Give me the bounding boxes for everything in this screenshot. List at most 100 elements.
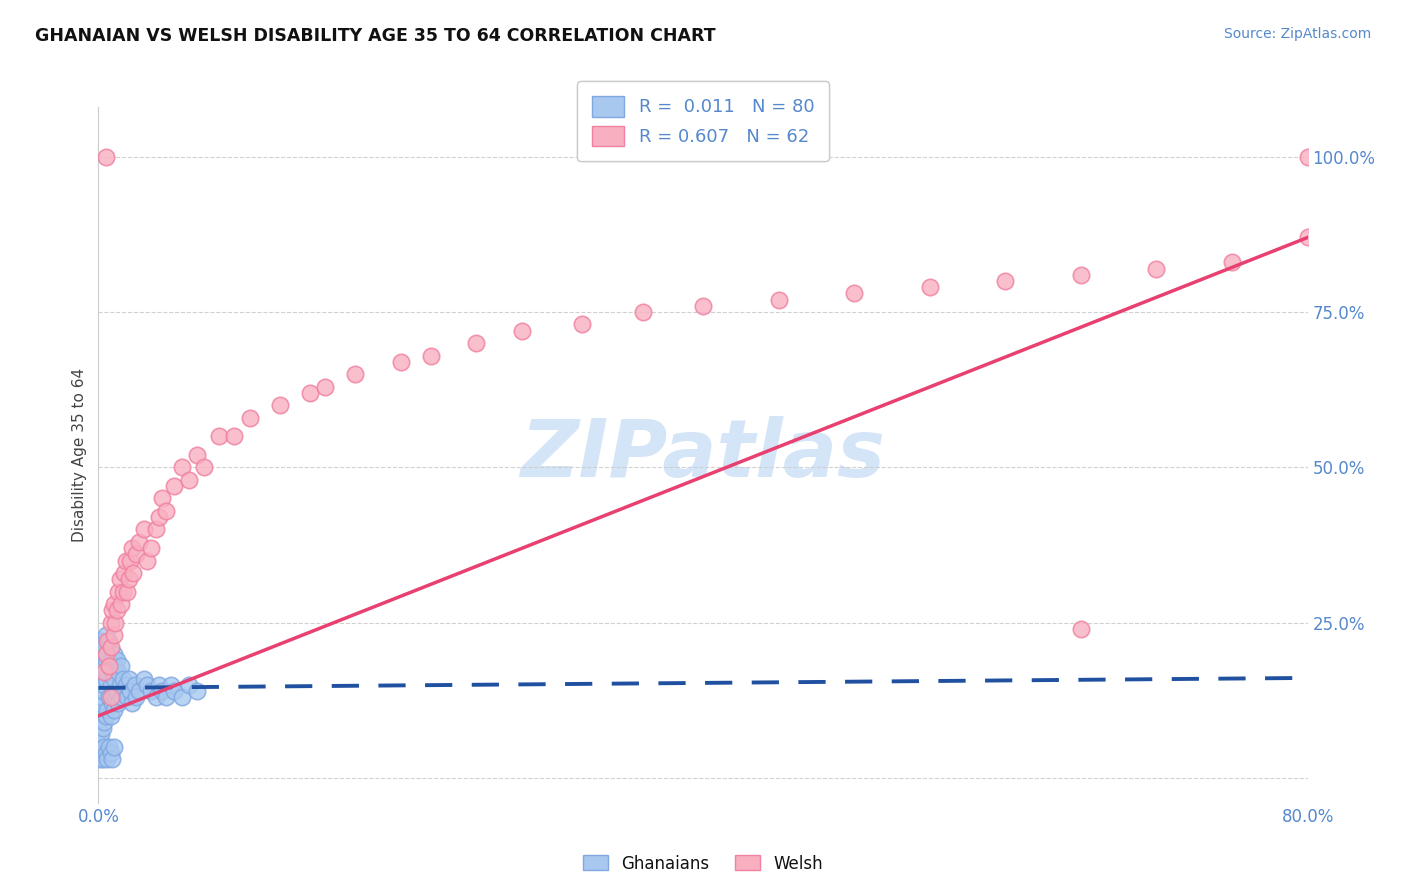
Point — [94, 672, 117, 686]
Point — [101, 697, 124, 711]
Point — [145, 523, 167, 537]
Point — [100, 690, 122, 705]
Point — [94, 653, 117, 667]
Point — [121, 541, 143, 555]
Point — [1144, 261, 1167, 276]
Point — [105, 684, 128, 698]
Point — [101, 603, 124, 617]
Point — [768, 293, 790, 307]
Point — [103, 597, 125, 611]
Point — [103, 703, 125, 717]
Point — [87, 708, 110, 723]
Point — [110, 690, 132, 705]
Point — [96, 703, 118, 717]
Point — [179, 678, 201, 692]
Point — [103, 628, 125, 642]
Point — [141, 684, 163, 698]
Point — [344, 367, 367, 381]
Point — [1296, 150, 1319, 164]
Point — [918, 280, 941, 294]
Point — [98, 659, 121, 673]
Point — [112, 684, 135, 698]
Point — [571, 318, 593, 332]
Point — [179, 473, 201, 487]
Point — [224, 429, 246, 443]
Point — [994, 274, 1017, 288]
Point — [108, 572, 131, 586]
Point — [110, 597, 132, 611]
Point — [163, 684, 186, 698]
Point — [1220, 255, 1243, 269]
Point — [103, 672, 125, 686]
Point — [93, 659, 115, 673]
Point — [90, 672, 112, 686]
Point — [135, 553, 157, 567]
Point — [510, 324, 533, 338]
Point — [160, 678, 183, 692]
Point — [98, 659, 121, 673]
Point — [110, 659, 132, 673]
Point — [87, 721, 110, 735]
Point — [1296, 230, 1319, 244]
Point — [132, 523, 155, 537]
Point — [125, 690, 148, 705]
Point — [389, 355, 412, 369]
Point — [128, 684, 150, 698]
Point — [132, 672, 155, 686]
Point — [100, 653, 122, 667]
Point — [94, 647, 117, 661]
Point — [104, 659, 127, 673]
Point — [91, 684, 114, 698]
Point — [91, 721, 114, 735]
Y-axis label: Disability Age 35 to 64: Disability Age 35 to 64 — [72, 368, 87, 542]
Point — [93, 739, 115, 754]
Point — [111, 672, 134, 686]
Point — [107, 584, 129, 599]
Point — [208, 429, 231, 443]
Point — [114, 553, 136, 567]
Point — [299, 385, 322, 400]
Point — [93, 665, 115, 680]
Point — [105, 603, 128, 617]
Point — [120, 684, 142, 698]
Point — [118, 572, 141, 586]
Point — [90, 746, 112, 760]
Point — [98, 739, 121, 754]
Point — [148, 678, 170, 692]
Point — [96, 634, 118, 648]
Point — [465, 336, 488, 351]
Point — [93, 678, 115, 692]
Point — [91, 665, 114, 680]
Point — [89, 733, 111, 747]
Text: GHANAIAN VS WELSH DISABILITY AGE 35 TO 64 CORRELATION CHART: GHANAIAN VS WELSH DISABILITY AGE 35 TO 6… — [35, 27, 716, 45]
Point — [631, 305, 654, 319]
Point — [170, 460, 193, 475]
Point — [124, 678, 146, 692]
Point — [94, 746, 117, 760]
Point — [100, 708, 122, 723]
Point — [104, 690, 127, 705]
Point — [100, 678, 122, 692]
Point — [89, 752, 111, 766]
Point — [163, 479, 186, 493]
Point — [114, 678, 136, 692]
Point — [186, 448, 208, 462]
Point — [103, 647, 125, 661]
Point — [141, 541, 163, 555]
Point — [135, 678, 157, 692]
Point — [93, 714, 115, 729]
Point — [118, 672, 141, 686]
Point — [90, 727, 112, 741]
Point — [107, 697, 129, 711]
Point — [122, 566, 145, 580]
Point — [150, 684, 173, 698]
Legend: Ghanaians, Welsh: Ghanaians, Welsh — [576, 848, 830, 880]
Point — [94, 150, 117, 164]
Point — [145, 690, 167, 705]
Point — [90, 690, 112, 705]
Point — [121, 697, 143, 711]
Text: Source: ZipAtlas.com: Source: ZipAtlas.com — [1223, 27, 1371, 41]
Point — [89, 678, 111, 692]
Point — [101, 665, 124, 680]
Point — [112, 566, 135, 580]
